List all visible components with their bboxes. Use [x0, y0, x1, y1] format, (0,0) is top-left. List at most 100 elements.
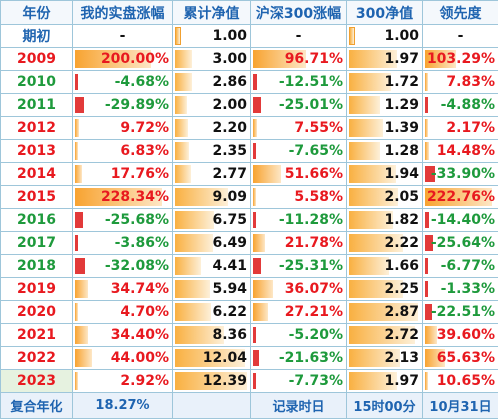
- nav-cell[interactable]: 2.00: [173, 94, 251, 117]
- hs300-nav-cell[interactable]: 1.97: [347, 48, 423, 71]
- header-hs300-nav[interactable]: 300净值: [347, 1, 423, 25]
- lead-cell[interactable]: -6.77%: [423, 255, 498, 278]
- year-cell[interactable]: 2012: [1, 117, 73, 140]
- my-gain-cell[interactable]: 2.92%: [73, 370, 173, 393]
- hs300-gain-cell[interactable]: -5.20%: [251, 324, 347, 347]
- nav-cell[interactable]: 4.41: [173, 255, 251, 278]
- my-gain-cell[interactable]: -3.86%: [73, 232, 173, 255]
- hs300-gain-cell[interactable]: -12.51%: [251, 71, 347, 94]
- lead-cell[interactable]: 7.83%: [423, 71, 498, 94]
- year-cell[interactable]: 2009: [1, 48, 73, 71]
- nav-cell[interactable]: 6.49: [173, 232, 251, 255]
- my-gain-cell[interactable]: 34.40%: [73, 324, 173, 347]
- nav-cell[interactable]: 12.04: [173, 347, 251, 370]
- year-cell[interactable]: 2014: [1, 163, 73, 186]
- hs300-gain-cell[interactable]: 5.58%: [251, 186, 347, 209]
- hs300-gain-cell[interactable]: -21.63%: [251, 347, 347, 370]
- hs300-nav-cell[interactable]: 2.22: [347, 232, 423, 255]
- footer-time[interactable]: 15时00分: [347, 393, 423, 419]
- my-gain-cell[interactable]: 44.00%: [73, 347, 173, 370]
- my-gain-cell[interactable]: -32.08%: [73, 255, 173, 278]
- header-hs300-gain[interactable]: 沪深300涨幅: [251, 1, 347, 25]
- lead-cell[interactable]: -22.51%: [423, 301, 498, 324]
- year-cell[interactable]: 2021: [1, 324, 73, 347]
- my-gain-cell[interactable]: -29.89%: [73, 94, 173, 117]
- lead-cell[interactable]: -4.88%: [423, 94, 498, 117]
- hs300-nav-cell[interactable]: 2.25: [347, 278, 423, 301]
- year-cell[interactable]: 2017: [1, 232, 73, 255]
- hs300-nav-cell[interactable]: 2.72: [347, 324, 423, 347]
- hs300-nav-cell[interactable]: 2.05: [347, 186, 423, 209]
- my-gain-cell[interactable]: -: [73, 25, 173, 48]
- hs300-gain-cell[interactable]: -25.01%: [251, 94, 347, 117]
- lead-cell[interactable]: 39.60%: [423, 324, 498, 347]
- hs300-nav-cell[interactable]: 2.13: [347, 347, 423, 370]
- nav-cell[interactable]: 5.94: [173, 278, 251, 301]
- lead-cell[interactable]: -1.33%: [423, 278, 498, 301]
- year-cell[interactable]: 2023: [1, 370, 73, 393]
- hs300-gain-cell[interactable]: -25.31%: [251, 255, 347, 278]
- year-cell[interactable]: 2015: [1, 186, 73, 209]
- nav-cell[interactable]: 3.00: [173, 48, 251, 71]
- hs300-gain-cell[interactable]: -7.65%: [251, 140, 347, 163]
- footer-record-label[interactable]: 记录时日: [251, 393, 347, 419]
- hs300-gain-cell[interactable]: -7.73%: [251, 370, 347, 393]
- hs300-nav-cell[interactable]: 2.87: [347, 301, 423, 324]
- my-gain-cell[interactable]: 17.76%: [73, 163, 173, 186]
- lead-cell[interactable]: 103.29%: [423, 48, 498, 71]
- year-cell[interactable]: 2011: [1, 94, 73, 117]
- footer-date[interactable]: 10月31日: [423, 393, 498, 419]
- hs300-nav-cell[interactable]: 1.82: [347, 209, 423, 232]
- nav-cell[interactable]: 12.39: [173, 370, 251, 393]
- footer-cagr-label[interactable]: 复合年化: [1, 393, 73, 419]
- footer-cagr-value[interactable]: 18.27%: [73, 393, 173, 419]
- hs300-nav-cell[interactable]: 1.94: [347, 163, 423, 186]
- year-cell[interactable]: 2016: [1, 209, 73, 232]
- my-gain-cell[interactable]: 200.00%: [73, 48, 173, 71]
- lead-cell[interactable]: -: [423, 25, 498, 48]
- hs300-nav-cell[interactable]: 1.28: [347, 140, 423, 163]
- year-cell[interactable]: 2018: [1, 255, 73, 278]
- hs300-gain-cell[interactable]: 96.71%: [251, 48, 347, 71]
- hs300-gain-cell[interactable]: -: [251, 25, 347, 48]
- nav-cell[interactable]: 9.09: [173, 186, 251, 209]
- year-cell[interactable]: 2013: [1, 140, 73, 163]
- nav-cell[interactable]: 2.20: [173, 117, 251, 140]
- header-lead[interactable]: 领先度: [423, 1, 498, 25]
- lead-cell[interactable]: 2.17%: [423, 117, 498, 140]
- year-cell[interactable]: 2020: [1, 301, 73, 324]
- hs300-nav-cell[interactable]: 1.39: [347, 117, 423, 140]
- header-my-gain[interactable]: 我的实盘涨幅: [73, 1, 173, 25]
- nav-cell[interactable]: 2.77: [173, 163, 251, 186]
- lead-cell[interactable]: -33.90%: [423, 163, 498, 186]
- nav-cell[interactable]: 1.00: [173, 25, 251, 48]
- lead-cell[interactable]: 14.48%: [423, 140, 498, 163]
- my-gain-cell[interactable]: -25.68%: [73, 209, 173, 232]
- my-gain-cell[interactable]: -4.68%: [73, 71, 173, 94]
- hs300-gain-cell[interactable]: 21.78%: [251, 232, 347, 255]
- my-gain-cell[interactable]: 228.34%: [73, 186, 173, 209]
- nav-cell[interactable]: 6.75: [173, 209, 251, 232]
- nav-cell[interactable]: 2.35: [173, 140, 251, 163]
- hs300-gain-cell[interactable]: 27.21%: [251, 301, 347, 324]
- lead-cell[interactable]: -25.64%: [423, 232, 498, 255]
- nav-cell[interactable]: 6.22: [173, 301, 251, 324]
- lead-cell[interactable]: 222.76%: [423, 186, 498, 209]
- hs300-gain-cell[interactable]: -11.28%: [251, 209, 347, 232]
- year-cell[interactable]: 2022: [1, 347, 73, 370]
- lead-cell[interactable]: 10.65%: [423, 370, 498, 393]
- hs300-nav-cell[interactable]: 1.29: [347, 94, 423, 117]
- hs300-gain-cell[interactable]: 36.07%: [251, 278, 347, 301]
- header-year[interactable]: 年份: [1, 1, 73, 25]
- hs300-gain-cell[interactable]: 51.66%: [251, 163, 347, 186]
- my-gain-cell[interactable]: 9.72%: [73, 117, 173, 140]
- lead-cell[interactable]: -14.40%: [423, 209, 498, 232]
- hs300-nav-cell[interactable]: 1.72: [347, 71, 423, 94]
- year-cell[interactable]: 2010: [1, 71, 73, 94]
- footer-empty[interactable]: [173, 393, 251, 419]
- my-gain-cell[interactable]: 6.83%: [73, 140, 173, 163]
- hs300-gain-cell[interactable]: 7.55%: [251, 117, 347, 140]
- my-gain-cell[interactable]: 34.74%: [73, 278, 173, 301]
- year-cell[interactable]: 2019: [1, 278, 73, 301]
- my-gain-cell[interactable]: 4.70%: [73, 301, 173, 324]
